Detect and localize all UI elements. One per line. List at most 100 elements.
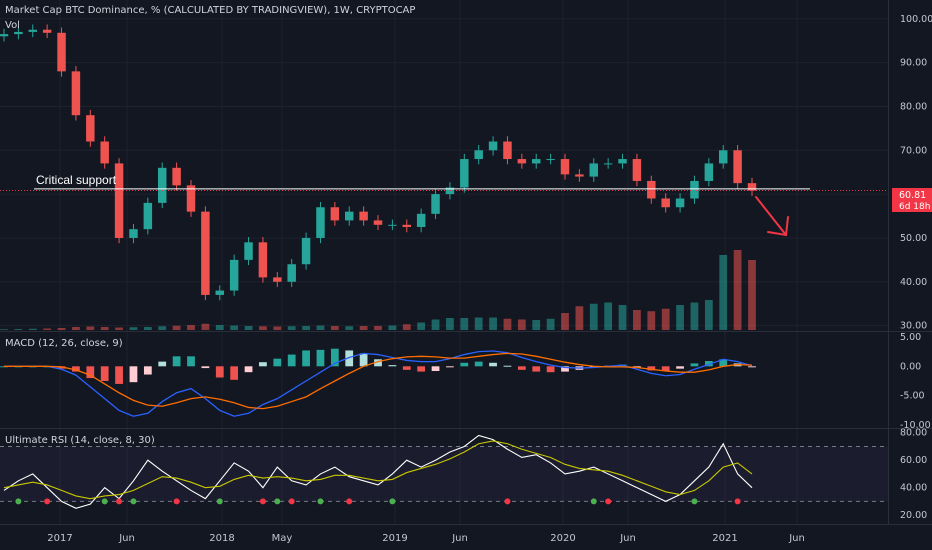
candle	[661, 198, 670, 208]
candle	[157, 167, 167, 203]
rsi-axis[interactable]: 80.00 60.00 40.00 20.00	[900, 428, 927, 521]
chart-title[interactable]: Market Cap BTC Dominance, % (CALCULATED …	[5, 5, 416, 16]
volume-bar	[230, 325, 239, 330]
macd-axis[interactable]: 5.00 0.00 -5.00 -10.00	[900, 332, 931, 431]
volume-bar	[546, 318, 555, 330]
price-axis[interactable]: 100.0090.0080.0070.0060.0050.0040.0030.0…	[900, 14, 932, 332]
volume-bar	[661, 308, 670, 330]
rsi-band	[0, 446, 888, 502]
volume-bar	[43, 328, 52, 330]
volume-bar	[417, 322, 426, 330]
candle	[488, 141, 498, 151]
candle	[718, 150, 728, 164]
volume-bar	[402, 324, 411, 330]
support-label: Critical support	[36, 173, 117, 187]
candle	[373, 220, 383, 225]
last-price-value: 60.81	[899, 190, 926, 201]
price-tick-label: 100.00	[900, 14, 932, 25]
volume-bar	[733, 250, 742, 330]
candle	[747, 183, 757, 191]
candle	[675, 198, 685, 208]
candle	[42, 29, 52, 33]
macd-histogram-bar	[273, 358, 282, 367]
volume-bar	[115, 327, 123, 330]
volume-bar	[460, 318, 469, 330]
time-tick-label: 2020	[550, 533, 575, 544]
volume-bar	[575, 306, 584, 330]
macd-histogram-bar	[158, 361, 167, 367]
rsi-series-line	[3, 434, 753, 509]
rsi-lines	[3, 434, 753, 509]
volume-bar	[14, 329, 23, 330]
time-tick-label: May	[272, 533, 293, 544]
volume-bar	[28, 328, 37, 330]
rsi-bear-dot	[605, 498, 612, 505]
down-arrow-icon	[755, 196, 789, 237]
macd-histogram-bar	[143, 366, 152, 375]
volume-bar	[330, 326, 339, 330]
volume-bar	[503, 318, 512, 330]
rsi-bear-dot	[288, 498, 295, 505]
candle	[143, 202, 153, 230]
macd-histogram-bar	[503, 365, 512, 367]
macd-histogram-bar	[748, 366, 756, 368]
candle	[416, 213, 426, 227]
candle	[273, 277, 282, 282]
volume-bar	[446, 318, 454, 330]
rsi-bear-dot	[346, 498, 353, 505]
macd-histogram-bar	[417, 366, 426, 372]
volume-bar	[345, 326, 354, 330]
macd-tick-label: 5.00	[900, 332, 921, 343]
candle	[460, 159, 469, 188]
rsi-legend[interactable]: Ultimate RSI (14, close, 8, 30)	[5, 435, 155, 446]
rsi-signal-dots	[15, 498, 741, 505]
macd-legend[interactable]: MACD (12, 26, close, 9)	[5, 338, 123, 349]
macd-histogram-bar	[330, 348, 339, 367]
macd-histogram-bar	[661, 366, 670, 372]
price-tick-label: 90.00	[900, 58, 927, 69]
volume-bar	[72, 327, 80, 330]
volume-bar	[474, 317, 483, 330]
macd-histogram-bar	[517, 366, 526, 370]
macd-histogram-bar	[561, 366, 569, 372]
volume-bar	[100, 327, 109, 330]
candle	[647, 180, 656, 199]
bar-countdown: 6d 18h	[899, 202, 930, 212]
candle	[57, 32, 66, 72]
volume-legend[interactable]: Vol	[5, 20, 20, 31]
volume-bar	[618, 305, 627, 330]
volume-bar	[561, 313, 569, 330]
time-tick-label: Jun	[118, 533, 135, 544]
candle	[71, 71, 81, 116]
candle	[344, 211, 354, 221]
macd-histogram-bar	[100, 366, 109, 381]
volume-bar	[302, 326, 310, 330]
macd-histogram-bar	[172, 356, 181, 367]
macd-histogram-bar	[690, 363, 699, 367]
volume-bar	[388, 325, 397, 330]
time-tick-label: 2021	[712, 533, 737, 544]
time-axis[interactable]: 2017 Jun 2018 May 2019 Jun 2020 Jun 2021 Jun	[47, 533, 805, 544]
time-tick-label: Jun	[451, 533, 468, 544]
candle	[330, 207, 340, 221]
macd-histogram-bar	[489, 362, 497, 367]
time-tick-label: 2018	[209, 533, 234, 544]
candle	[589, 163, 599, 177]
macd-histogram-bar	[704, 361, 713, 367]
volume-bar	[287, 326, 296, 330]
macd-histogram-bar	[302, 350, 310, 367]
volume-bar	[273, 326, 282, 330]
volume-bar	[633, 310, 641, 330]
rsi-bull-dot	[101, 498, 108, 505]
macd-histogram-bar	[676, 366, 684, 369]
macd-histogram-bar	[402, 366, 411, 370]
volume-bar	[532, 320, 541, 330]
candle	[445, 187, 455, 195]
volume-bar	[86, 326, 95, 330]
candle	[402, 224, 412, 227]
volume-bar	[172, 325, 181, 330]
volume-bars	[0, 250, 756, 330]
volume-bar	[374, 326, 382, 330]
volume-bar	[676, 305, 684, 330]
